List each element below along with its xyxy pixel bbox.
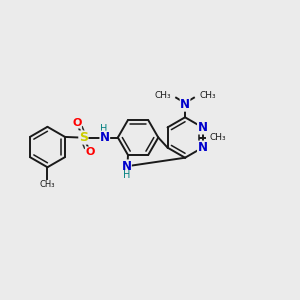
Text: N: N <box>197 141 208 154</box>
Text: CH₃: CH₃ <box>154 91 171 100</box>
Text: N: N <box>180 98 190 111</box>
Text: N: N <box>100 131 110 144</box>
Text: N: N <box>122 160 131 173</box>
Text: CH₃: CH₃ <box>199 91 216 100</box>
Text: H: H <box>100 124 107 134</box>
Text: H: H <box>122 169 130 180</box>
Text: CH₃: CH₃ <box>210 133 226 142</box>
Text: O: O <box>72 118 82 128</box>
Text: N: N <box>197 121 208 134</box>
Text: CH₃: CH₃ <box>40 180 55 189</box>
Text: O: O <box>85 147 94 157</box>
Text: S: S <box>79 131 88 144</box>
